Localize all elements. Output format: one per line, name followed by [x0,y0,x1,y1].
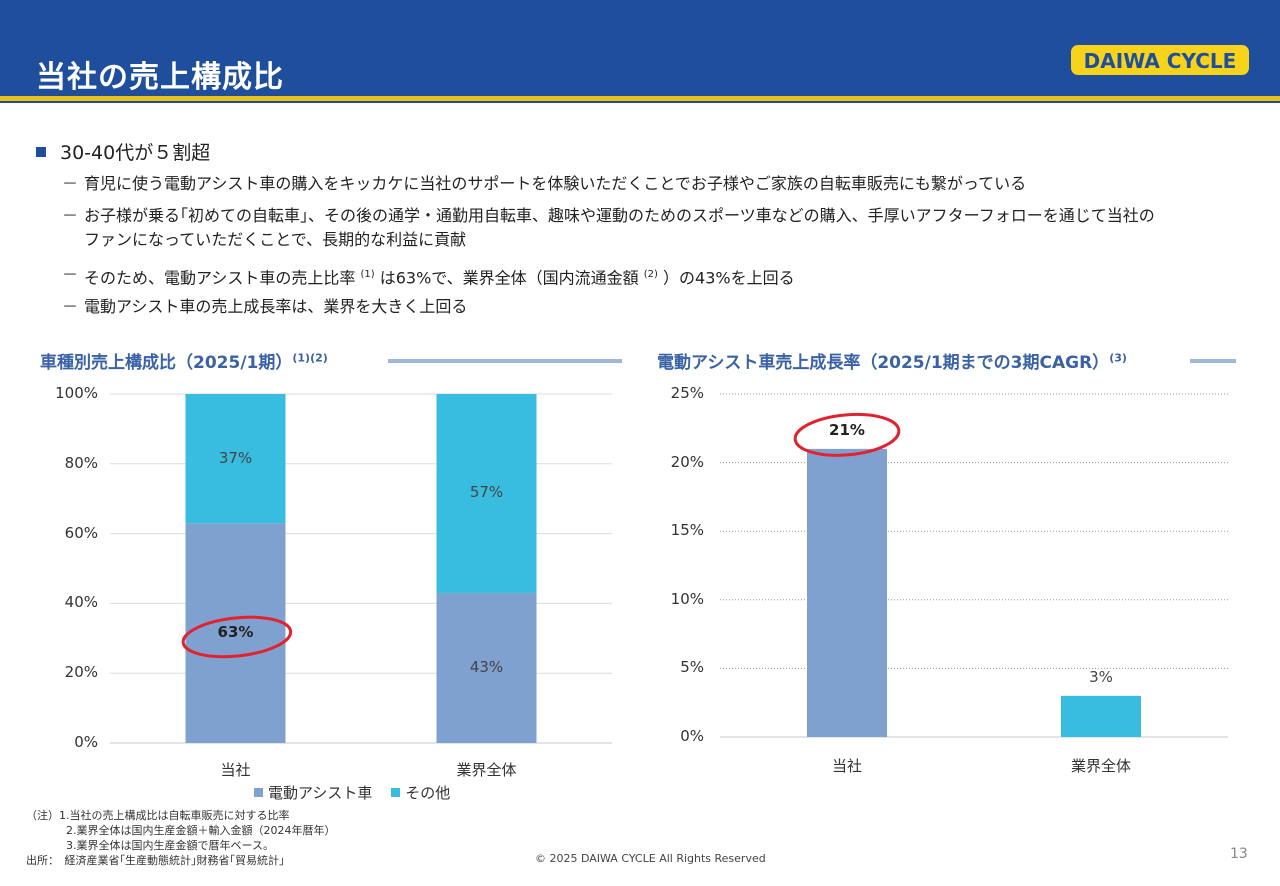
legend-item-other: その他 [391,784,450,802]
header-stripe [0,96,1280,101]
chart1-legend: 電動アシスト車 その他 [254,782,464,803]
note-line: （注）1.当社の売上構成比は自転車販売に対する比率 [26,809,290,822]
chart1-title: 車種別売上構成比（2025/1期）(1)(2) [40,351,328,373]
bar-1 [1061,695,1141,737]
bar-segment-other-1 [436,394,537,593]
y-tick-label: 80% [64,453,98,472]
sub-bullet-4: － 電動アシスト車の売上成長率は、業界を大きく上回る [62,295,1232,319]
sub-bullet-text: 電動アシスト車の売上成長率は、業界を大きく上回る [84,297,468,316]
footnote-ref: (1) [360,269,375,280]
sub-bullet-text: そのため、電動アシスト車の売上比率 (1) は63%で、業界全体（国内流通金額 … [84,268,795,288]
header-band [0,0,1280,96]
legend-item-assist: 電動アシスト車 [254,784,372,802]
y-tick-label: 60% [64,523,98,542]
data-label: 21% [829,420,865,439]
bar-segment-assist-1 [436,592,537,743]
sub-bullet-text: 育児に使う電動アシスト車の購入をキッカケに当社のサポートを体験いただくことでお子… [84,174,1027,193]
data-label: 3% [1089,667,1113,686]
note-line: 2.業界全体は国内生産金額＋輸入金額（2024年暦年） [66,824,336,837]
bar-segment-assist-0 [185,523,286,743]
x-category-label: 業界全体 [1070,757,1131,775]
dash-icon: － [62,265,79,284]
sub-bullet-text: お子様が乗る｢初めての自転車｣、その後の通学・通勤用自転車、趣味や運動のためのス… [84,206,1155,225]
highlight-circle [181,615,293,659]
page-number: 13 [1230,846,1248,862]
highlight-circle [793,412,901,457]
dash-icon: － [62,206,79,225]
y-tick-label: 5% [680,658,704,677]
legend-swatch [254,788,263,797]
sub-bullet-3: － そのため、電動アシスト車の売上比率 (1) は63%で、業界全体（国内流通金… [62,263,1232,290]
y-tick-label: 100% [55,384,98,402]
x-category-label: 当社 [831,757,862,775]
main-bullet: 30-40代が５割超 [36,138,210,165]
y-tick-label: 0% [74,733,98,751]
x-category-label: 当社 [220,761,251,779]
chart2-title-rule [1190,359,1236,363]
copyright: © 2025 DAIWA CYCLE All Rights Reserved [535,852,766,865]
sub-bullet-1: － 育児に使う電動アシスト車の購入をキッカケに当社のサポートを体験いただくことで… [62,172,1232,196]
y-tick-label: 15% [670,521,704,540]
bar-segment-other-0 [185,394,286,524]
dash-icon: － [62,297,79,316]
note-line: 3.業界全体は国内生産金額で暦年ベース。 [66,839,274,852]
sub-bullet-text-cont: ファンになっていただくことで、長期的な利益に貢献 [84,230,467,249]
data-label: 43% [469,657,504,676]
y-tick-label: 10% [670,589,704,608]
main-bullet-text: 30-40代が５割超 [60,142,211,164]
chart1-title-rule [388,359,622,363]
sub-bullet-2: － お子様が乗る｢初めての自転車｣、その後の通学・通勤用自転車、趣味や運動のため… [62,204,1232,252]
dash-icon: － [62,174,79,193]
page-title: 当社の売上構成比 [36,60,284,95]
x-category-label: 業界全体 [456,761,517,779]
y-tick-label: 20% [64,663,98,682]
data-label: 57% [469,483,504,502]
y-tick-label: 40% [64,593,98,612]
footnotes: （注）1.当社の売上構成比は自転車販売に対する比率 2.業界全体は国内生産金額＋… [26,808,336,868]
logo-text: DAIWA CYCLE [1084,49,1237,73]
y-tick-label: 0% [680,727,704,745]
footnote-ref: (2) [643,269,658,280]
header-underline [0,101,1280,103]
y-tick-label: 25% [670,384,704,402]
source-line: 出所： 経済産業省｢生産動態統計｣財務省｢貿易統計｣ [26,854,285,867]
data-label: 63% [217,623,254,642]
legend-swatch [391,788,401,797]
bullet-square-icon [36,146,46,157]
chart2-title: 電動アシスト車売上成長率（2025/1期までの3期CAGR）(3) [657,351,1127,373]
brand-logo: DAIWA CYCLE [1069,43,1251,77]
data-label: 37% [218,448,253,467]
y-tick-label: 20% [670,452,704,471]
bar-0 [807,448,887,737]
